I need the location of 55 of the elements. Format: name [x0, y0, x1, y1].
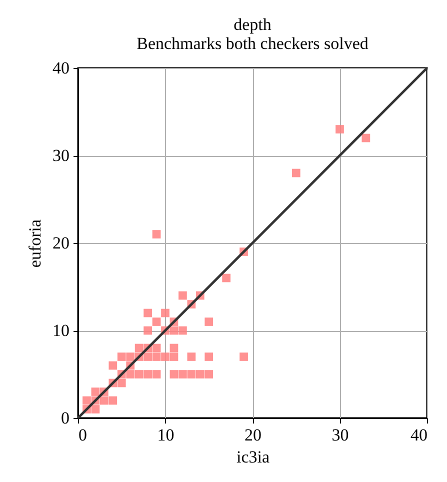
point: [126, 370, 135, 378]
point: [152, 230, 161, 238]
y-tick-label: 40: [52, 58, 70, 78]
point: [178, 291, 187, 300]
point: [204, 370, 214, 378]
point: [336, 125, 344, 134]
point: [196, 370, 204, 378]
point: [152, 318, 161, 326]
x-tick-label: 0: [78, 426, 87, 444]
point: [170, 352, 178, 361]
point: [152, 344, 161, 352]
point: [178, 326, 187, 335]
point: [126, 352, 135, 361]
point: [161, 308, 170, 318]
x-tick-label: 20: [244, 426, 262, 444]
point: [292, 168, 300, 178]
point: [178, 370, 187, 378]
y-tick-label: 20: [52, 234, 70, 252]
point: [152, 352, 161, 361]
point: [240, 352, 248, 361]
y-tick-label: 30: [52, 146, 70, 165]
point: [204, 352, 214, 361]
y-axis-title: euforia: [26, 218, 44, 268]
point: [144, 326, 152, 335]
point: [204, 318, 214, 326]
point: [187, 370, 196, 378]
point: [170, 326, 178, 335]
chart-subtitle: Benchmarks both checkers solved: [136, 34, 369, 53]
point: [144, 308, 152, 318]
point: [82, 396, 91, 405]
point: [117, 352, 126, 361]
x-tick-label: 10: [157, 426, 174, 444]
point: [108, 396, 118, 405]
point: [152, 370, 161, 378]
chart-title: depth: [234, 15, 272, 34]
point: [187, 352, 196, 361]
y-tick-label: 0: [61, 408, 70, 428]
point: [117, 378, 126, 388]
point: [91, 405, 100, 414]
point: [161, 352, 170, 361]
point: [362, 134, 370, 142]
x-tick-label: 30: [332, 426, 349, 444]
point: [170, 370, 178, 378]
point: [134, 370, 144, 378]
point: [222, 274, 231, 282]
point: [144, 352, 152, 361]
point: [100, 396, 108, 405]
point: [144, 370, 152, 378]
point: [91, 388, 100, 396]
x-axis-title: ic3ia: [236, 448, 270, 466]
point: [108, 361, 118, 370]
point: [170, 344, 178, 352]
x-tick-label: 40: [410, 426, 428, 444]
point: [134, 344, 144, 352]
y-tick-label: 10: [52, 321, 70, 340]
